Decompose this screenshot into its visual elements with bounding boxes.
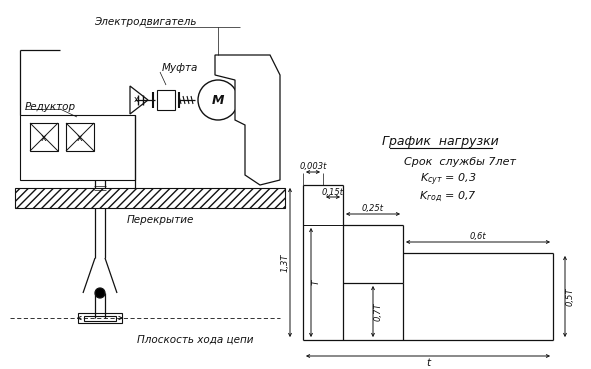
- Text: Редуктор: Редуктор: [25, 102, 76, 112]
- Bar: [20, 115, 135, 180]
- Text: Плоскость хода цепи: Плоскость хода цепи: [137, 335, 254, 345]
- Text: Перекрытие: Перекрытие: [126, 215, 194, 225]
- Text: 0,25t: 0,25t: [362, 204, 384, 214]
- Bar: [84, 316, 116, 321]
- Text: $K_{сут}$ = 0,3: $K_{сут}$ = 0,3: [420, 172, 476, 188]
- Text: $K_{год}$ = 0,7: $K_{год}$ = 0,7: [419, 190, 477, 204]
- Circle shape: [95, 288, 105, 298]
- Text: 0,003t: 0,003t: [299, 162, 327, 172]
- Bar: [66, 123, 94, 151]
- Text: t: t: [426, 358, 430, 368]
- Polygon shape: [130, 86, 148, 114]
- Text: Срок  службы 7лет: Срок службы 7лет: [404, 157, 516, 167]
- Text: x: x: [134, 96, 138, 104]
- Text: x: x: [77, 133, 83, 143]
- Text: Муфта: Муфта: [162, 63, 199, 73]
- Text: 0,15t: 0,15t: [322, 187, 344, 197]
- Bar: [157, 90, 175, 110]
- Text: 0,6t: 0,6t: [470, 232, 486, 241]
- Text: 0,5T: 0,5T: [566, 287, 574, 306]
- Text: 1,3T: 1,3T: [281, 253, 290, 272]
- Bar: [78, 313, 122, 323]
- Text: 0,7T: 0,7T: [374, 302, 382, 321]
- Bar: [30, 123, 58, 151]
- Text: T: T: [311, 280, 320, 285]
- Polygon shape: [215, 55, 280, 185]
- Text: x: x: [41, 133, 47, 143]
- Circle shape: [198, 80, 238, 120]
- Text: График  нагрузки: График нагрузки: [382, 135, 498, 148]
- Bar: [15, 188, 285, 208]
- Text: M: M: [212, 94, 224, 107]
- Text: Электродвигатель: Электродвигатель: [94, 17, 196, 27]
